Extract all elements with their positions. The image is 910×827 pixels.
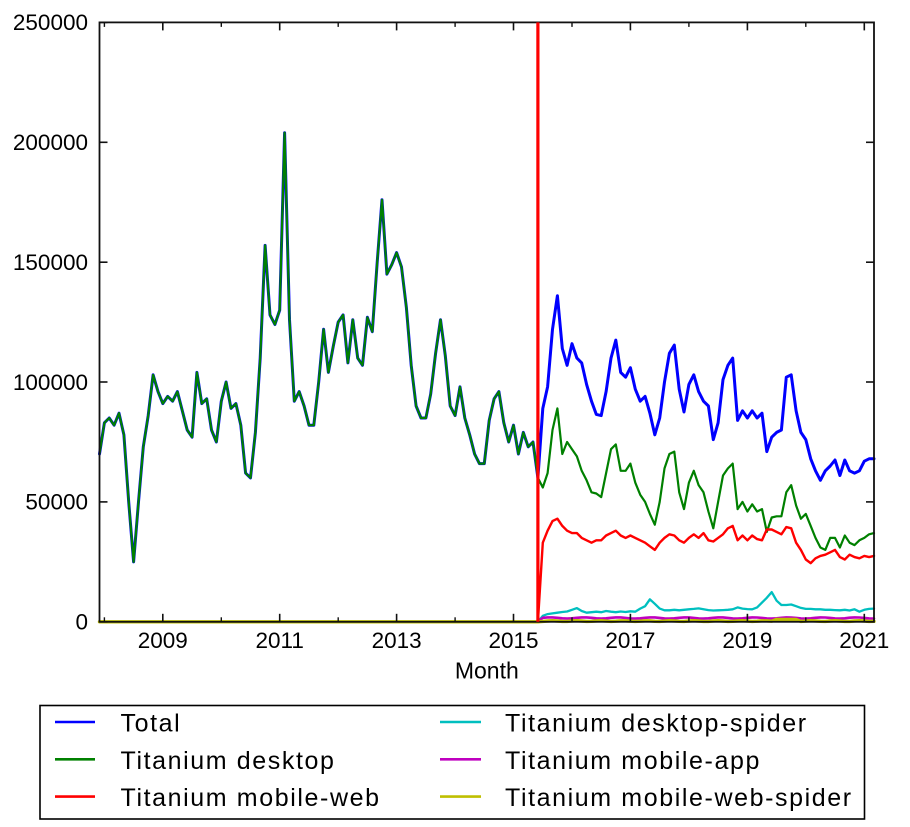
svg-text:250000: 250000: [13, 10, 88, 35]
svg-text:Titanium desktop-spider: Titanium desktop-spider: [505, 710, 808, 738]
svg-text:150000: 150000: [13, 250, 88, 275]
svg-text:Titanium mobile-web-spider: Titanium mobile-web-spider: [505, 784, 853, 812]
svg-text:2015: 2015: [488, 628, 538, 653]
svg-text:Titanium mobile-app: Titanium mobile-app: [505, 747, 761, 775]
svg-text:Titanium desktop: Titanium desktop: [121, 747, 336, 775]
svg-text:200000: 200000: [13, 130, 88, 155]
svg-text:2019: 2019: [722, 628, 772, 653]
svg-text:Month: Month: [455, 658, 519, 684]
svg-text:50000: 50000: [25, 490, 88, 515]
svg-text:2011: 2011: [256, 628, 304, 653]
svg-text:2013: 2013: [372, 628, 422, 653]
svg-text:0: 0: [75, 610, 88, 635]
svg-text:2009: 2009: [138, 628, 188, 653]
svg-text:2021: 2021: [839, 628, 889, 653]
svg-text:2017: 2017: [605, 628, 655, 653]
svg-text:100000: 100000: [13, 370, 88, 395]
svg-text:Titanium mobile-web: Titanium mobile-web: [121, 784, 381, 812]
svg-text:Total: Total: [121, 710, 182, 738]
